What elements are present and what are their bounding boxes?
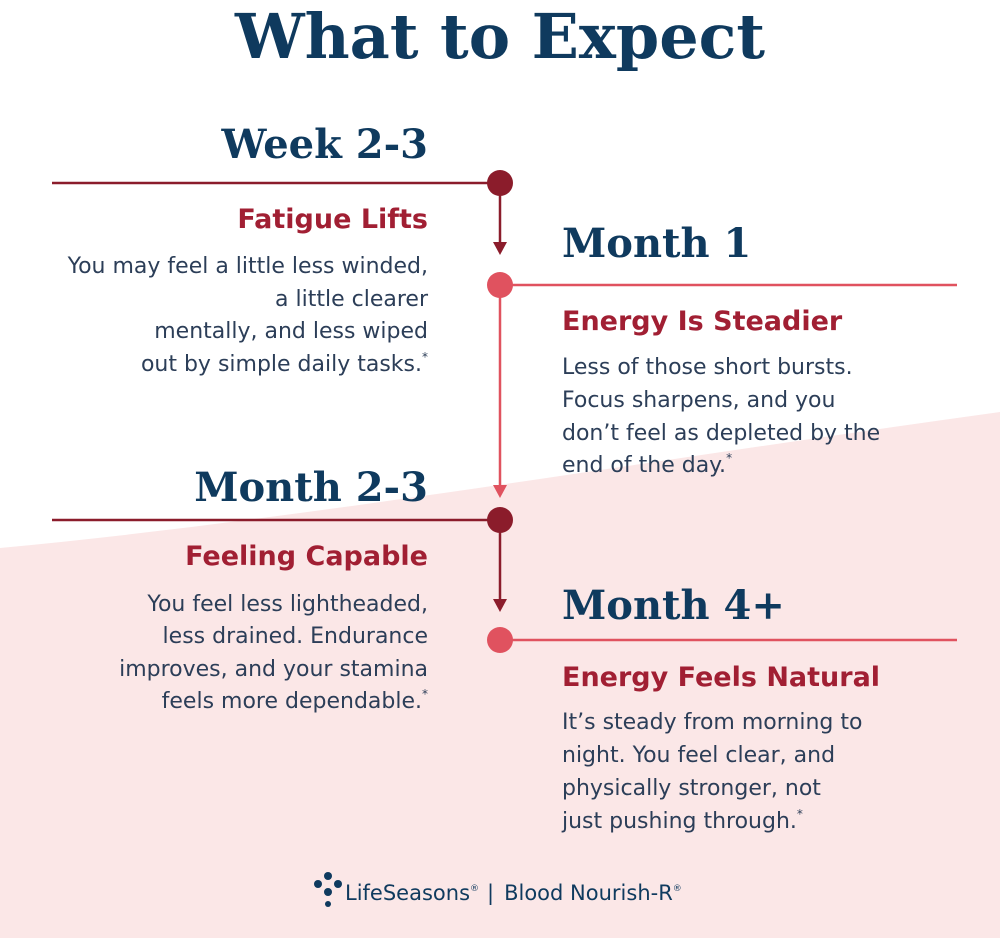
note-mark: * <box>726 451 732 465</box>
milestone-dot <box>487 170 513 196</box>
body-text: just pushing through. <box>561 809 797 834</box>
milestone-dot <box>487 627 513 653</box>
arrowhead <box>493 599 507 612</box>
period: Month 4+ <box>562 582 785 629</box>
body-line: You may feel a little less winded, <box>67 254 428 279</box>
product: Blood Nourish-R <box>504 881 673 905</box>
arrowhead <box>493 485 507 498</box>
body-text: less drained. Endurance <box>163 624 428 649</box>
body-line: physically stronger, not <box>562 776 821 801</box>
body-line: Focus sharpens, and you <box>562 388 835 413</box>
timeline: Week 2-3 Fatigue Lifts You may feel a litt… <box>52 121 957 834</box>
period: Week 2-3 <box>221 121 428 168</box>
body-line: out by simple daily tasks.* <box>141 350 428 377</box>
body-line: feels more dependable.* <box>162 687 428 714</box>
body-text: You feel less lightheaded, <box>146 592 428 617</box>
brand: LifeSeasons <box>345 881 470 905</box>
body-line: a little clearer <box>275 287 429 312</box>
body-text: feels more dependable. <box>162 689 422 714</box>
body-text: Focus sharpens, and you <box>562 388 835 413</box>
heading: Fatigue Lifts <box>237 204 428 235</box>
body-text: night. You feel clear, and <box>562 743 835 768</box>
brand-mark: ® <box>470 884 479 894</box>
product-mark: ® <box>673 884 682 894</box>
note-mark: * <box>422 687 428 701</box>
body-text: mentally, and less wiped <box>154 319 428 344</box>
milestone-dot <box>487 507 513 533</box>
body-text: physically stronger, not <box>562 776 821 801</box>
body-line: Less of those short bursts. <box>562 355 853 380</box>
body-text: out by simple daily tasks. <box>141 352 422 377</box>
body-line: end of the day.* <box>562 451 732 478</box>
body-line: improves, and your stamina <box>119 657 428 682</box>
note-mark: * <box>797 807 803 821</box>
body-line: just pushing through.* <box>561 807 803 834</box>
body-line: You feel less lightheaded, <box>146 592 428 617</box>
title: What to Expect <box>234 0 765 73</box>
heading: Energy Is Steadier <box>562 306 843 337</box>
footer-logo <box>314 872 342 907</box>
milestone-dot <box>487 272 513 298</box>
body-text: It’s steady from morning to <box>562 710 862 735</box>
heading: Energy Feels Natural <box>562 662 880 693</box>
body-line: night. You feel clear, and <box>562 743 835 768</box>
body-text: end of the day. <box>562 453 726 478</box>
body-line: It’s steady from morning to <box>562 710 862 735</box>
body-text: Less of those short bursts. <box>562 355 853 380</box>
body-line: mentally, and less wiped <box>154 319 428 344</box>
body-line: less drained. Endurance <box>163 624 428 649</box>
body-text: don’t feel as depleted by the <box>562 421 880 446</box>
arrowhead <box>493 242 507 255</box>
divider: | <box>487 881 494 906</box>
body-text: You may feel a little less winded, <box>67 254 428 279</box>
background-wave <box>0 412 1000 938</box>
body-line: don’t feel as depleted by the <box>562 421 880 446</box>
period: Month 1 <box>562 220 751 267</box>
note-mark: * <box>422 350 428 364</box>
body-text: a little clearer <box>275 287 429 312</box>
footer: LifeSeasons® | Blood Nourish-R® <box>345 881 682 906</box>
period: Month 2-3 <box>194 464 428 511</box>
heading: Feeling Capable <box>185 541 428 572</box>
body-text: improves, and your stamina <box>119 657 428 682</box>
